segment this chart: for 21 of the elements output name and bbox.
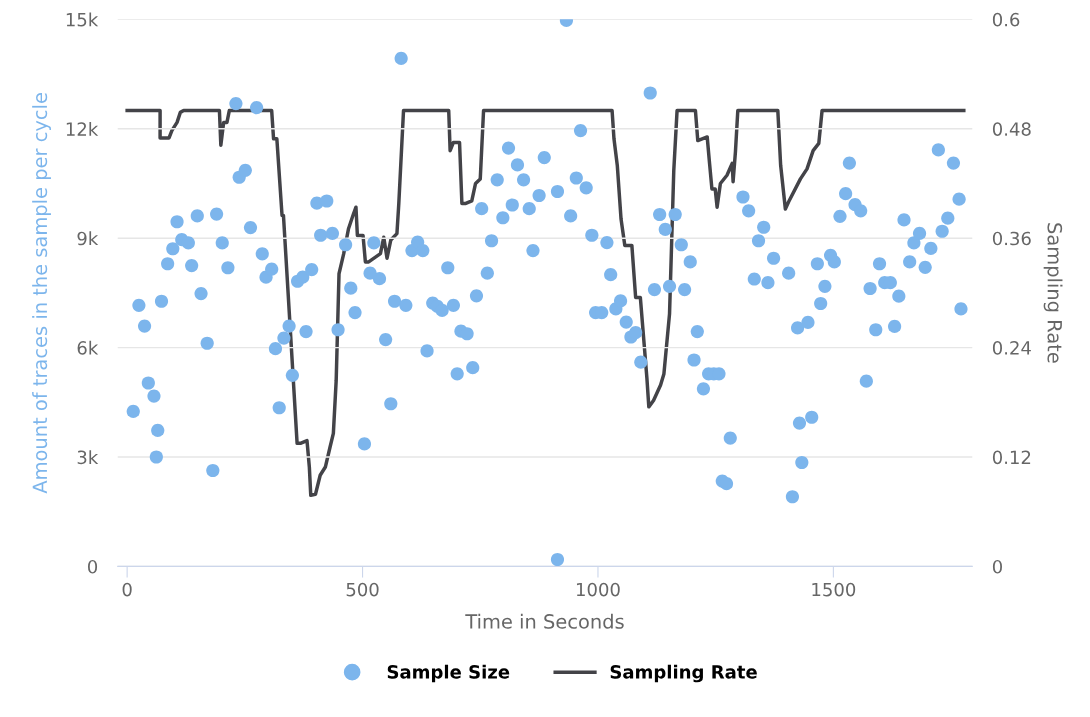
x-axis-title: Time in Seconds bbox=[465, 613, 624, 629]
y2-tick-label: 0.36 bbox=[992, 231, 1031, 246]
x-tick-label: 0 bbox=[122, 582, 132, 597]
y2-tick-label: 0.24 bbox=[992, 341, 1031, 355]
y2-tick-label: 0.48 bbox=[992, 122, 1031, 136]
x-tick-label: 1500 bbox=[812, 582, 856, 597]
y-tick-label: 15k bbox=[66, 12, 99, 27]
y-tick-label: 12k bbox=[66, 121, 99, 136]
y-tick-label: 3k bbox=[77, 450, 99, 465]
y2-tick-label: 0.12 bbox=[992, 450, 1031, 465]
x-tick-label: 500 bbox=[346, 582, 379, 597]
y2-tick-label: 0.6 bbox=[992, 12, 1020, 27]
y-tick-label: 0 bbox=[87, 559, 98, 574]
y-axis-title: Amount of traces in the sample per cycle bbox=[32, 93, 51, 494]
y2-tick-label: 0 bbox=[992, 559, 1003, 574]
x-tick-label: 1000 bbox=[576, 582, 620, 597]
legend-label: Sample Size bbox=[387, 664, 510, 683]
y-tick-label: 9k bbox=[77, 231, 99, 246]
y2-axis-title: Sampling Rate bbox=[1043, 223, 1063, 363]
legend-label: Sampling Rate bbox=[610, 664, 757, 683]
y-tick-label: 6k bbox=[77, 340, 99, 355]
